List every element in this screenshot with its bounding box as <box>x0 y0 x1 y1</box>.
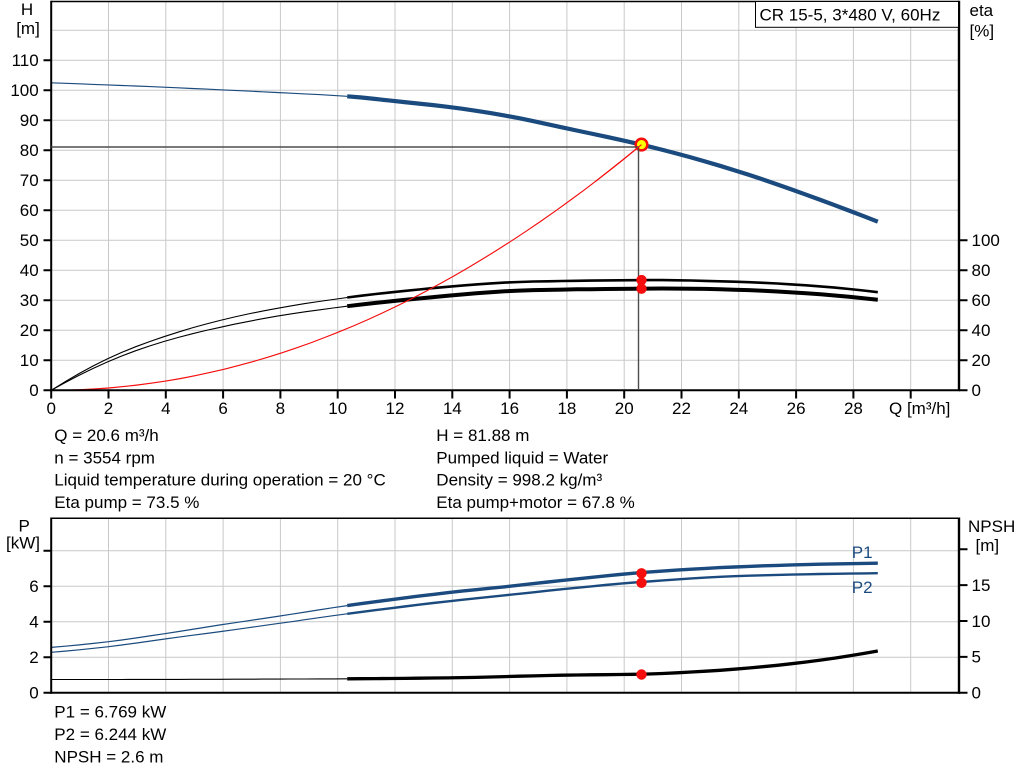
svg-text:30: 30 <box>20 291 39 310</box>
svg-text:[%]: [%] <box>970 22 995 41</box>
svg-text:15: 15 <box>972 576 991 595</box>
svg-text:H = 81.88 m: H = 81.88 m <box>436 426 529 445</box>
svg-text:20: 20 <box>615 399 634 418</box>
svg-text:P: P <box>19 517 30 536</box>
svg-text:[m]: [m] <box>16 19 40 38</box>
svg-text:12: 12 <box>386 399 405 418</box>
svg-text:40: 40 <box>972 321 991 340</box>
svg-text:18: 18 <box>557 399 576 418</box>
svg-text:2: 2 <box>29 648 38 667</box>
svg-text:CR 15-5, 3*480 V, 60Hz: CR 15-5, 3*480 V, 60Hz <box>760 6 941 25</box>
svg-text:14: 14 <box>443 399 462 418</box>
svg-text:90: 90 <box>20 111 39 130</box>
svg-text:70: 70 <box>20 171 39 190</box>
svg-text:20: 20 <box>20 321 39 340</box>
svg-text:P2 = 6.244 kW: P2 = 6.244 kW <box>54 725 166 744</box>
svg-text:10: 10 <box>972 612 991 631</box>
svg-text:0: 0 <box>972 381 981 400</box>
svg-text:100: 100 <box>972 231 1000 250</box>
svg-text:NPSH = 2.6 m: NPSH = 2.6 m <box>54 748 163 767</box>
svg-text:Q [m³/h]: Q [m³/h] <box>889 399 950 418</box>
svg-text:NPSH: NPSH <box>968 517 1015 536</box>
svg-text:0: 0 <box>46 399 55 418</box>
svg-text:16: 16 <box>500 399 519 418</box>
svg-text:Density = 998.2 kg/m³: Density = 998.2 kg/m³ <box>436 471 602 490</box>
svg-text:4: 4 <box>161 399 170 418</box>
svg-text:2: 2 <box>104 399 113 418</box>
svg-text:60: 60 <box>20 201 39 220</box>
svg-text:n = 3554 rpm: n = 3554 rpm <box>54 448 155 467</box>
svg-text:Q = 20.6 m³/h: Q = 20.6 m³/h <box>54 426 158 445</box>
svg-text:0: 0 <box>29 381 38 400</box>
svg-text:Pumped liquid = Water: Pumped liquid = Water <box>436 448 608 467</box>
svg-text:28: 28 <box>844 399 863 418</box>
svg-text:4: 4 <box>29 613 38 632</box>
svg-text:40: 40 <box>20 261 39 280</box>
svg-text:5: 5 <box>972 648 981 667</box>
svg-text:60: 60 <box>972 291 991 310</box>
svg-text:eta: eta <box>970 1 994 20</box>
svg-text:50: 50 <box>20 231 39 250</box>
svg-text:6: 6 <box>218 399 227 418</box>
svg-text:0: 0 <box>29 684 38 703</box>
svg-text:Liquid temperature during oper: Liquid temperature during operation = 20… <box>54 471 385 490</box>
svg-text:24: 24 <box>729 399 748 418</box>
svg-text:P2: P2 <box>852 578 873 597</box>
svg-text:22: 22 <box>672 399 691 418</box>
svg-text:[m]: [m] <box>976 536 1000 555</box>
svg-text:6: 6 <box>29 577 38 596</box>
svg-text:100: 100 <box>10 81 38 100</box>
svg-text:0: 0 <box>972 684 981 703</box>
svg-text:80: 80 <box>20 141 39 160</box>
svg-text:[kW]: [kW] <box>6 534 40 553</box>
svg-text:P1 = 6.769 kW: P1 = 6.769 kW <box>54 703 166 722</box>
svg-text:10: 10 <box>20 351 39 370</box>
svg-text:8: 8 <box>276 399 285 418</box>
svg-text:H: H <box>21 0 33 19</box>
svg-text:10: 10 <box>328 399 347 418</box>
svg-text:80: 80 <box>972 261 991 280</box>
svg-text:110: 110 <box>12 51 39 70</box>
svg-text:Eta pump+motor = 67.8 %: Eta pump+motor = 67.8 % <box>436 493 634 512</box>
svg-text:20: 20 <box>972 351 991 370</box>
svg-text:Eta pump = 73.5 %: Eta pump = 73.5 % <box>54 493 199 512</box>
svg-text:P1: P1 <box>852 543 873 562</box>
svg-text:26: 26 <box>787 399 806 418</box>
